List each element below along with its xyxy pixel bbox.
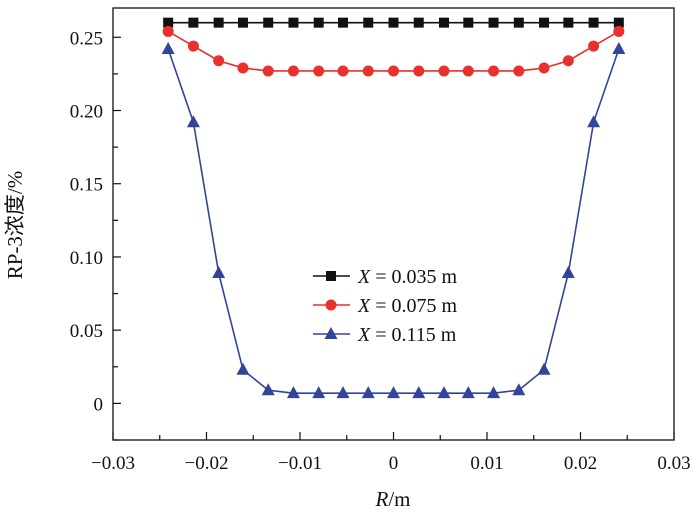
legend-marker-circle	[325, 299, 337, 311]
data-point-circle	[337, 65, 349, 77]
data-point-triangle	[487, 386, 501, 399]
data-point-square	[563, 17, 574, 28]
series-1	[163, 17, 624, 28]
data-point-triangle	[161, 42, 175, 55]
data-point-triangle	[261, 383, 275, 396]
series-2	[162, 25, 625, 77]
data-point-circle	[362, 65, 374, 77]
data-point-square	[413, 17, 424, 28]
data-point-square	[313, 17, 324, 28]
data-point-triangle	[312, 386, 326, 399]
data-point-square	[288, 17, 299, 28]
data-point-triangle	[186, 115, 200, 128]
data-point-circle	[562, 55, 574, 67]
legend-label: X = 0.075 m	[357, 295, 457, 317]
x-tick-label: 0.03	[657, 453, 690, 474]
x-tick-label: −0.02	[185, 453, 229, 474]
data-point-square	[338, 17, 349, 28]
data-point-circle	[513, 65, 525, 77]
legend-entry: X = 0.115 m	[313, 324, 457, 346]
data-point-circle	[588, 40, 600, 52]
data-point-triangle	[537, 362, 551, 375]
data-point-circle	[613, 25, 625, 37]
data-point-circle	[413, 65, 425, 77]
data-point-square	[539, 17, 550, 28]
x-tick-label: −0.03	[91, 453, 135, 474]
data-point-circle	[262, 65, 274, 77]
legend-label: X = 0.035 m	[357, 266, 457, 288]
data-point-triangle	[587, 115, 601, 128]
x-axis-label: R/m	[375, 487, 411, 511]
data-point-triangle	[212, 266, 226, 279]
y-axis-label: RP-3浓度/%	[3, 171, 27, 280]
legend-marker-square	[326, 271, 336, 281]
data-point-circle	[162, 25, 174, 37]
y-tick-label: 0.25	[70, 28, 103, 49]
data-point-square	[613, 17, 624, 28]
data-point-circle	[237, 62, 249, 74]
data-point-square	[263, 17, 274, 28]
data-point-square	[588, 17, 599, 28]
data-point-square	[213, 17, 224, 28]
data-point-triangle	[437, 386, 451, 399]
series-line	[167, 30, 620, 72]
data-point-triangle	[387, 386, 400, 399]
data-point-triangle	[236, 362, 250, 375]
data-point-square	[488, 17, 499, 28]
data-point-square	[438, 17, 449, 28]
data-point-circle	[488, 65, 500, 77]
data-point-circle	[388, 65, 399, 77]
data-point-square	[163, 17, 174, 28]
x-tick-label: −0.01	[278, 453, 322, 474]
data-point-triangle	[336, 386, 350, 399]
data-point-circle	[213, 55, 225, 67]
x-tick-label: 0	[389, 453, 399, 474]
y-tick-label: 0.15	[70, 175, 103, 196]
x-tick-label: 0.01	[470, 453, 503, 474]
data-point-triangle	[361, 386, 375, 399]
data-point-square	[363, 17, 374, 28]
y-tick-label: 0.20	[70, 102, 103, 123]
data-point-triangle	[461, 386, 475, 399]
data-point-square	[188, 17, 199, 28]
data-point-square	[388, 17, 399, 28]
legend-entry: X = 0.075 m	[313, 295, 457, 317]
data-point-triangle	[412, 386, 426, 399]
y-tick-label: 0	[94, 394, 104, 415]
x-tick-label: 0.02	[564, 453, 597, 474]
data-point-circle	[287, 65, 299, 77]
data-point-circle	[438, 65, 450, 77]
y-tick-label: 0.05	[70, 321, 103, 342]
data-point-circle	[313, 65, 325, 77]
data-point-square	[463, 17, 474, 28]
legend-entry: X = 0.035 m	[313, 266, 457, 288]
data-point-square	[513, 17, 524, 28]
legend-marker-triangle	[324, 327, 338, 339]
data-point-circle	[462, 65, 474, 77]
data-point-triangle	[561, 266, 575, 279]
legend-label: X = 0.115 m	[357, 324, 457, 346]
data-point-square	[237, 17, 248, 28]
data-point-circle	[187, 40, 199, 52]
data-point-triangle	[512, 383, 526, 396]
data-point-circle	[538, 62, 550, 74]
y-tick-label: 0.10	[70, 248, 103, 269]
data-point-triangle	[612, 42, 626, 55]
series-3	[161, 42, 626, 399]
data-point-triangle	[286, 386, 300, 399]
